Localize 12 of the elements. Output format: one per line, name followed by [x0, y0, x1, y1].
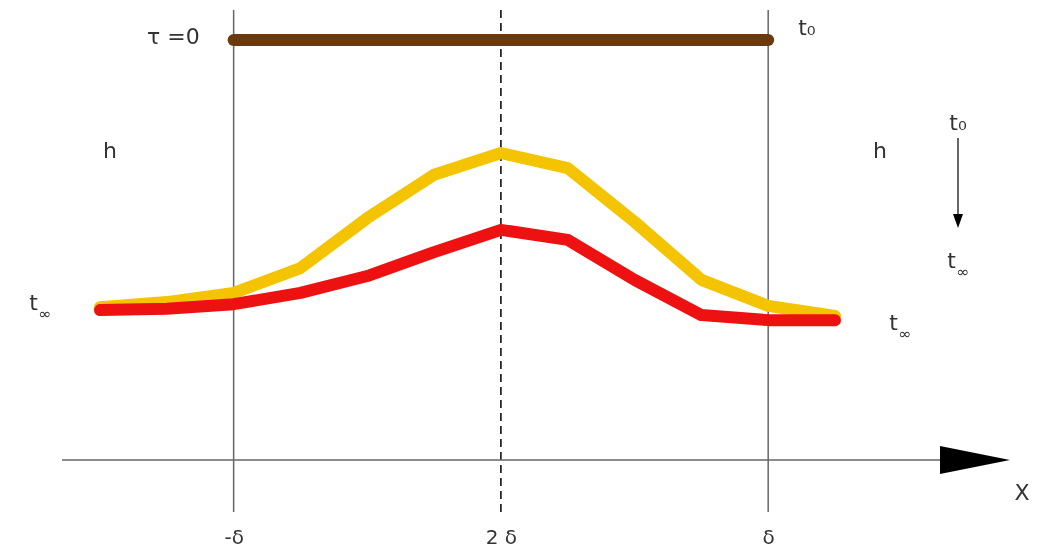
text: t$_{∞}$ [889, 310, 911, 343]
annotation: τ =0 [146, 24, 200, 49]
text: h [873, 138, 887, 163]
text: t$_{∞}$ [947, 248, 969, 281]
x-tick-label: -δ [224, 525, 244, 550]
text: t₀ [949, 110, 967, 135]
x-tick-label: 2 δ [485, 525, 518, 550]
text: t$_{∞}$ [29, 290, 51, 323]
x-tick-label: δ [762, 525, 775, 550]
annotation: t₀ [798, 15, 816, 40]
annotation: h [103, 138, 117, 163]
text: X [1014, 480, 1030, 505]
